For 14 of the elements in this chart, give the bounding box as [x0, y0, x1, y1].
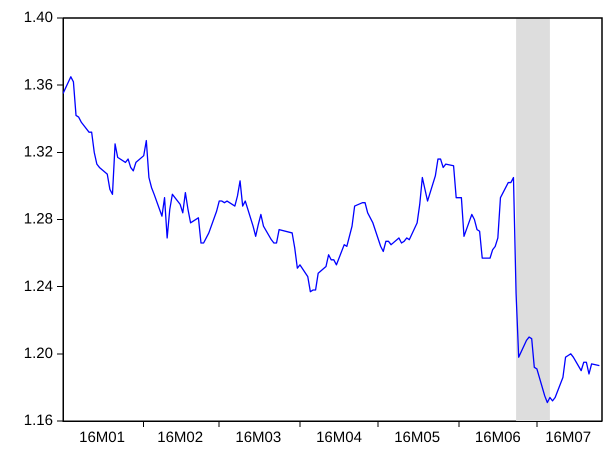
y-tick-label: 1.28 [24, 210, 53, 228]
x-tick-label: 16M04 [316, 429, 362, 446]
y-tick-label: 1.36 [24, 76, 53, 94]
x-tick-label: 16M07 [545, 429, 592, 446]
y-tick-label: 1.20 [24, 344, 53, 362]
x-tick-label: 16M05 [394, 429, 440, 446]
x-tick-label: 16M02 [157, 429, 204, 446]
y-tick-label: 1.24 [24, 278, 53, 295]
y-tick-label: 1.40 [24, 9, 53, 26]
x-tick-label: 16M01 [79, 429, 125, 446]
y-tick-label: 1.16 [24, 412, 53, 430]
y-tick-label: 1.32 [24, 143, 53, 160]
x-tick-label: 16M06 [474, 429, 521, 446]
x-tick-label: 16M03 [235, 429, 282, 446]
